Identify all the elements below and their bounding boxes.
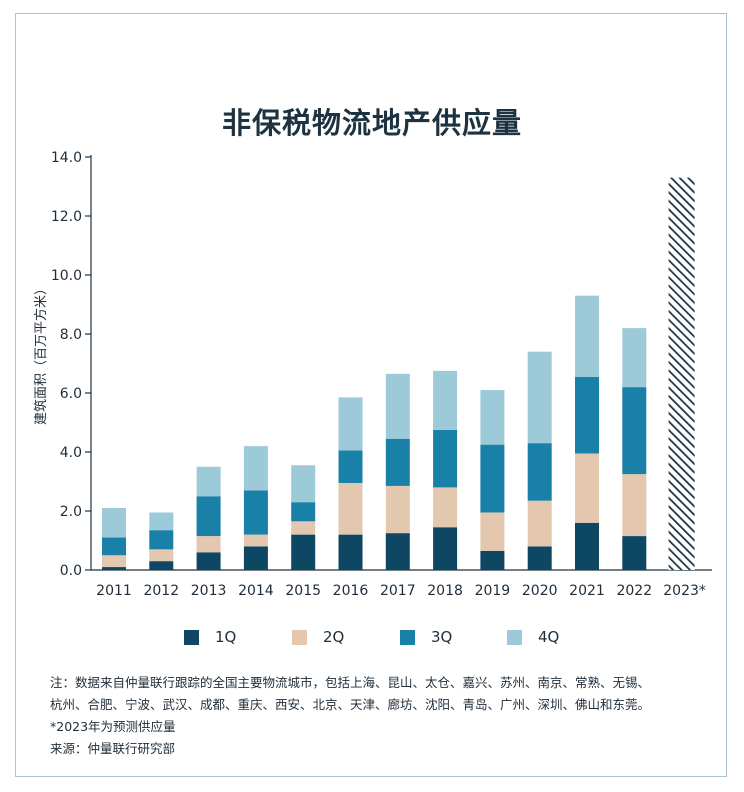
bar-segment-3Q (622, 387, 647, 475)
x-tick-label: 2019 (475, 583, 511, 599)
bar-segment-2Q (291, 521, 316, 535)
x-tick-label: 2011 (96, 583, 132, 599)
y-tick-label: 8.0 (60, 327, 82, 343)
legend-label: 1Q (215, 628, 237, 646)
bar-segment-4Q (291, 465, 316, 503)
bar-segment-2Q (575, 453, 599, 523)
bar-segment-2Q (433, 487, 458, 528)
bar-segment-3Q (527, 443, 552, 501)
chart-title: 非保税物流地产供应量 (221, 106, 522, 140)
legend-swatch (184, 629, 199, 645)
bar-segment-1Q (433, 527, 458, 570)
legend-swatch (400, 629, 415, 645)
bar-segment-1Q (243, 546, 268, 570)
legend-item-2Q: 2Q (292, 628, 344, 646)
y-axis-title: 建筑面积（百万平方米） (33, 282, 49, 425)
bar-segment-4Q (196, 466, 221, 497)
note-line-2: 杭州、合肥、宁波、武汉、成都、重庆、西安、北京、天津、廊坊、沈阳、青岛、广州、深… (50, 697, 651, 712)
x-tick-label: 2017 (380, 583, 416, 599)
legend-item-3Q: 3Q (400, 628, 452, 646)
bar-segment-2Q (338, 482, 363, 535)
bar-segment-2Q (527, 500, 552, 547)
bar-segment-3Q (480, 444, 505, 513)
legend-item-1Q: 1Q (184, 628, 236, 646)
x-tick-label: 2015 (285, 583, 321, 599)
chart-frame (15, 13, 727, 777)
bar-segment-1Q (149, 561, 174, 570)
bar-segment-2Q (385, 485, 410, 534)
bar-segment-3Q (243, 490, 268, 535)
bar-segment-1Q (196, 552, 221, 570)
x-tick-label: 2022 (616, 583, 652, 599)
legend-item-4Q: 4Q (507, 628, 559, 646)
forecast-note: *2023年为预测供应量 (50, 719, 176, 734)
x-tick-label: 2023* (663, 583, 706, 599)
bar-segment-3Q (575, 376, 599, 454)
bar-segment-3Q (433, 429, 458, 488)
notes: 注：数据来自仲量联行跟踪的全国主要物流城市，包括上海、昆山、太仓、嘉兴、苏州、南… (50, 672, 710, 760)
bar-segment-4Q (385, 373, 410, 439)
bar-segment-1Q (102, 567, 126, 570)
x-tick-label: 2013 (191, 583, 227, 599)
bar-segment-1Q (338, 534, 363, 570)
bar-segment-2Q (149, 549, 174, 562)
bar-segment-2Q (243, 534, 268, 547)
bar-segment-1Q (480, 550, 505, 570)
bar-segment-3Q (196, 496, 221, 537)
bar-segment-2Q (196, 536, 221, 553)
x-tick-label: 2014 (238, 583, 274, 599)
bar-segment-2Q (102, 555, 126, 568)
bar-segment-4Q (622, 328, 647, 388)
y-tick-label: 4.0 (60, 445, 82, 461)
bar-segment-3Q (102, 537, 126, 556)
y-tick-label: 0.0 (60, 563, 82, 579)
bar-segment-4Q (480, 390, 505, 445)
bar-segment-3Q (291, 502, 316, 522)
note-line-1: 注：数据来自仲量联行跟踪的全国主要物流城市，包括上海、昆山、太仓、嘉兴、苏州、南… (50, 675, 651, 690)
bar-segment-1Q (291, 534, 316, 570)
legend: 1Q 2Q 3Q 4Q (0, 628, 744, 652)
bar-segment-2Q (622, 474, 647, 537)
legend-label: 3Q (431, 628, 453, 646)
y-tick-label: 6.0 (60, 386, 82, 402)
y-tick-label: 14.0 (51, 150, 82, 166)
bar-segment-3Q (338, 450, 363, 483)
bar-segment-4Q (433, 370, 458, 430)
bar-segment-1Q (622, 536, 647, 570)
y-tick-label: 10.0 (51, 268, 82, 284)
bar-segment-4Q (338, 397, 363, 451)
legend-swatch (292, 629, 307, 645)
legend-label: 2Q (323, 628, 345, 646)
stacked-bar-chart: 0.0 2.0 4.0 6.0 8.0 10.0 12.0 14.0 建筑面积（百万平方米） 20… (33, 150, 712, 599)
y-tick-label: 12.0 (51, 209, 82, 225)
bar-segment-4Q (149, 512, 174, 531)
bar-segment-3Q (149, 530, 174, 550)
bar-segment-1Q (385, 533, 410, 570)
legend-swatch (507, 629, 522, 645)
bar-segment-1Q (527, 546, 552, 570)
bar-segment-1Q (575, 522, 599, 570)
bar-segment-4Q (102, 508, 126, 538)
x-tick-label: 2012 (143, 583, 179, 599)
x-tick-label: 2021 (569, 583, 605, 599)
x-tick-label: 2020 (522, 583, 558, 599)
y-tick-label: 2.0 (60, 504, 82, 520)
x-tick-label: 2018 (427, 583, 463, 599)
x-tick-label: 2016 (333, 583, 369, 599)
bar-segment-2Q (480, 512, 505, 551)
source-note: 来源：仲量联行研究部 (50, 741, 176, 756)
forecast-bar (668, 177, 695, 570)
legend-label: 4Q (538, 628, 560, 646)
bar-segment-4Q (527, 351, 552, 444)
bar-segment-4Q (575, 295, 599, 377)
bar-segment-4Q (243, 446, 268, 491)
bar-segment-3Q (385, 438, 410, 486)
